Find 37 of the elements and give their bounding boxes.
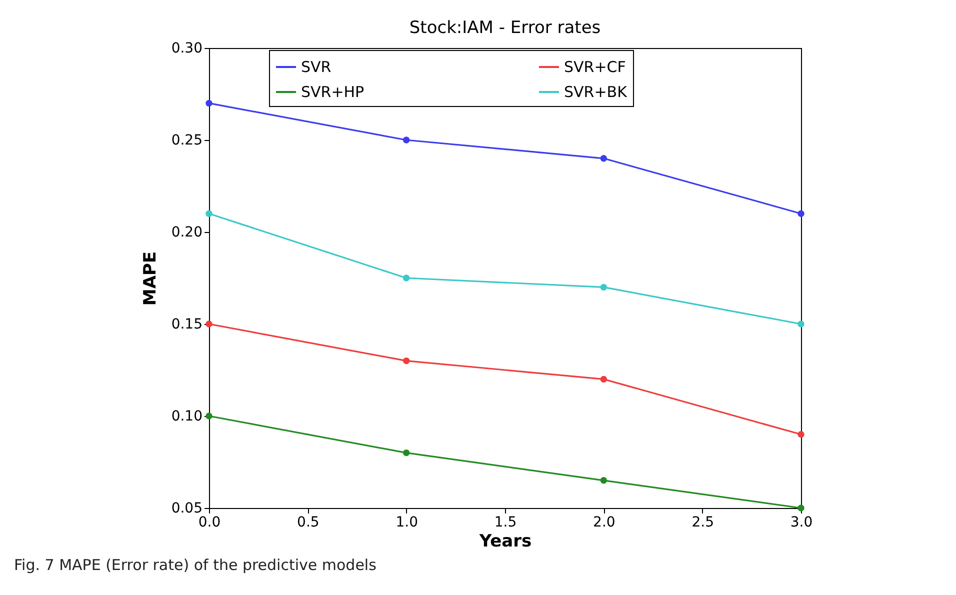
y-tick-label: 0.05 [171,500,202,516]
point [798,320,804,328]
point [402,136,410,144]
y-tick-label: 0.15 [171,316,202,332]
x-tick-label: 1.0 [396,514,418,530]
point [798,504,804,512]
caption: Fig. 7 MAPE (Error rate) of the predictive models [14,556,376,574]
x-tick-label: 2.0 [593,514,616,530]
x-tick-label: 0.0 [198,514,221,530]
x-axis-title: Years [478,532,532,552]
x-tick-label: 2.5 [692,514,714,530]
point [402,357,410,364]
y-tick-label: 0.20 [171,224,202,240]
point [798,210,804,217]
point [600,284,608,291]
point [206,210,212,217]
x-tick-label: 0.5 [297,514,320,530]
y-axis-title: MAPE [140,251,160,306]
point [206,100,212,107]
legend-label: SVR+HP [301,83,364,101]
x-tick-label: 3.0 [790,514,813,530]
legend-label: SVR [301,58,332,76]
legend-label: SVR+BK [564,83,628,101]
point [206,412,212,420]
y-tick-label: 0.10 [171,408,202,424]
y-tick-label: 0.30 [171,40,202,56]
point [402,449,410,456]
y-tick-label: 0.25 [171,132,202,148]
x-tick-label: 1.5 [494,514,517,530]
point [798,431,804,438]
point [600,477,608,484]
point [402,274,410,282]
point [600,155,608,162]
chart-title: Stock:IAM - Error rates [409,18,601,38]
point [206,320,212,328]
point [600,376,608,383]
legend-label: SVR+CF [564,58,626,76]
